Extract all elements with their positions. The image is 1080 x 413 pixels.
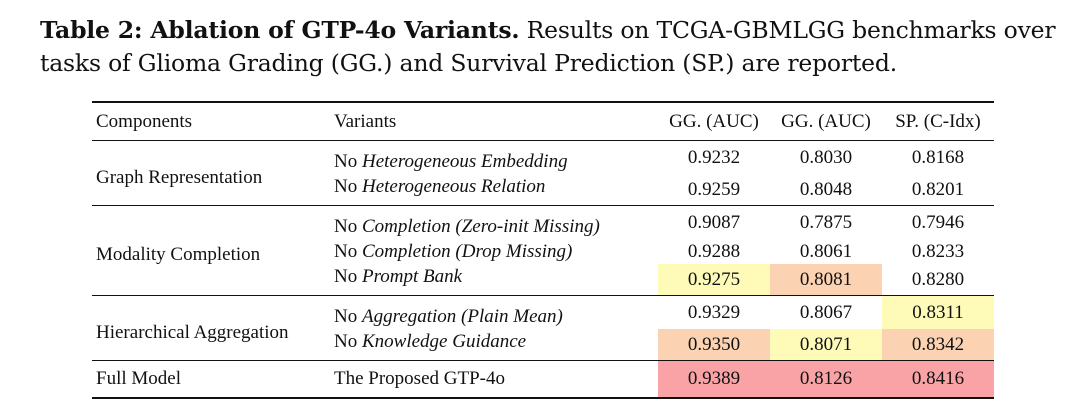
- value-cell: 0.8081: [770, 264, 882, 296]
- value-cell: 0.9389: [658, 360, 770, 399]
- value-cell: 0.8416: [882, 360, 994, 399]
- variant-name: No Prompt Bank: [330, 264, 658, 296]
- value-cell: 0.8126: [770, 360, 882, 399]
- value-cell: 0.8168: [911, 147, 965, 168]
- caption-label: Table 2: Ablation of GTP-4o Variants.: [40, 16, 520, 44]
- header-gg-auc-2: GG. (AUC): [770, 101, 882, 141]
- value-cell: 0.8061: [799, 241, 853, 262]
- variant-name: The Proposed GTP-4o: [330, 360, 658, 399]
- variant-name: No Aggregation (Plain Mean): [334, 306, 563, 327]
- value-cell: 0.8067: [799, 302, 853, 323]
- variant-name: No Heterogeneous Embedding: [334, 151, 568, 172]
- group-graph-representation: Graph Representation No Heterogeneous Em…: [92, 140, 994, 206]
- value-cell: 0.8201: [882, 174, 994, 206]
- header-variants: Variants: [330, 101, 658, 141]
- caption-text: Results on TCGA-GBMLGG benchmarks over t…: [40, 16, 1056, 77]
- value-cell: 0.9350: [658, 329, 770, 361]
- value-cell: 0.8280: [882, 264, 994, 296]
- value-cell: 0.9259: [658, 174, 770, 206]
- component-name: Graph Representation: [92, 140, 330, 206]
- variant-name: No Completion (Zero-init Missing): [334, 216, 600, 237]
- value-cell: 0.7946: [911, 212, 965, 233]
- component-name: Full Model: [92, 360, 330, 399]
- variant-name: No Heterogeneous Relation: [330, 174, 658, 206]
- header-gg-auc-1: GG. (AUC): [658, 101, 770, 141]
- group-hierarchical-aggregation: Hierarchical Aggregation No Aggregation …: [92, 295, 994, 361]
- value-cell: 0.8233: [911, 241, 965, 262]
- value-cell: 0.9288: [687, 241, 741, 262]
- table-row: No Prompt Bank 0.9275 0.8081 0.8280: [92, 264, 994, 296]
- table-row: Graph Representation No Heterogeneous Em…: [92, 140, 994, 206]
- table-row: Modality Completion No Completion (Zero-…: [92, 205, 994, 296]
- header-components: Components: [92, 101, 330, 141]
- value-cell: 0.9087: [687, 212, 741, 233]
- table-row: No Completion (Drop Missing) 0.9288 0.80…: [92, 239, 994, 264]
- component-name: Modality Completion: [92, 205, 330, 296]
- component-name: Hierarchical Aggregation: [92, 295, 330, 361]
- variant-name: No Knowledge Guidance: [330, 329, 658, 361]
- variant-name: No Completion (Drop Missing): [334, 241, 573, 262]
- table-row: No Heterogeneous Relation 0.9259 0.8048 …: [92, 174, 994, 206]
- value-cell: 0.8311: [882, 295, 994, 329]
- table-caption: Table 2: Ablation of GTP-4o Variants. Re…: [40, 14, 1060, 80]
- value-cell: 0.9329: [687, 302, 741, 323]
- value-cell: 0.8071: [770, 329, 882, 361]
- value-cell: 0.8048: [770, 174, 882, 206]
- group-modality-completion: Modality Completion No Completion (Zero-…: [92, 205, 994, 296]
- group-full-model: Full Model The Proposed GTP-4o 0.9389 0.…: [92, 360, 994, 399]
- ablation-table: Components Variants GG. (AUC) GG. (AUC) …: [92, 101, 994, 399]
- value-cell: 0.7875: [799, 212, 853, 233]
- table-row: Full Model The Proposed GTP-4o 0.9389 0.…: [92, 360, 994, 399]
- value-cell: 0.8030: [799, 147, 853, 168]
- table-row: No Knowledge Guidance 0.9350 0.8071 0.83…: [92, 329, 994, 361]
- table-header: Components Variants GG. (AUC) GG. (AUC) …: [92, 101, 994, 141]
- value-cell: 0.8342: [882, 329, 994, 361]
- value-cell: 0.9232: [687, 147, 741, 168]
- header-sp-cidx: SP. (C-Idx): [882, 101, 994, 141]
- table-row: Hierarchical Aggregation No Aggregation …: [92, 295, 994, 361]
- value-cell: 0.9275: [658, 264, 770, 296]
